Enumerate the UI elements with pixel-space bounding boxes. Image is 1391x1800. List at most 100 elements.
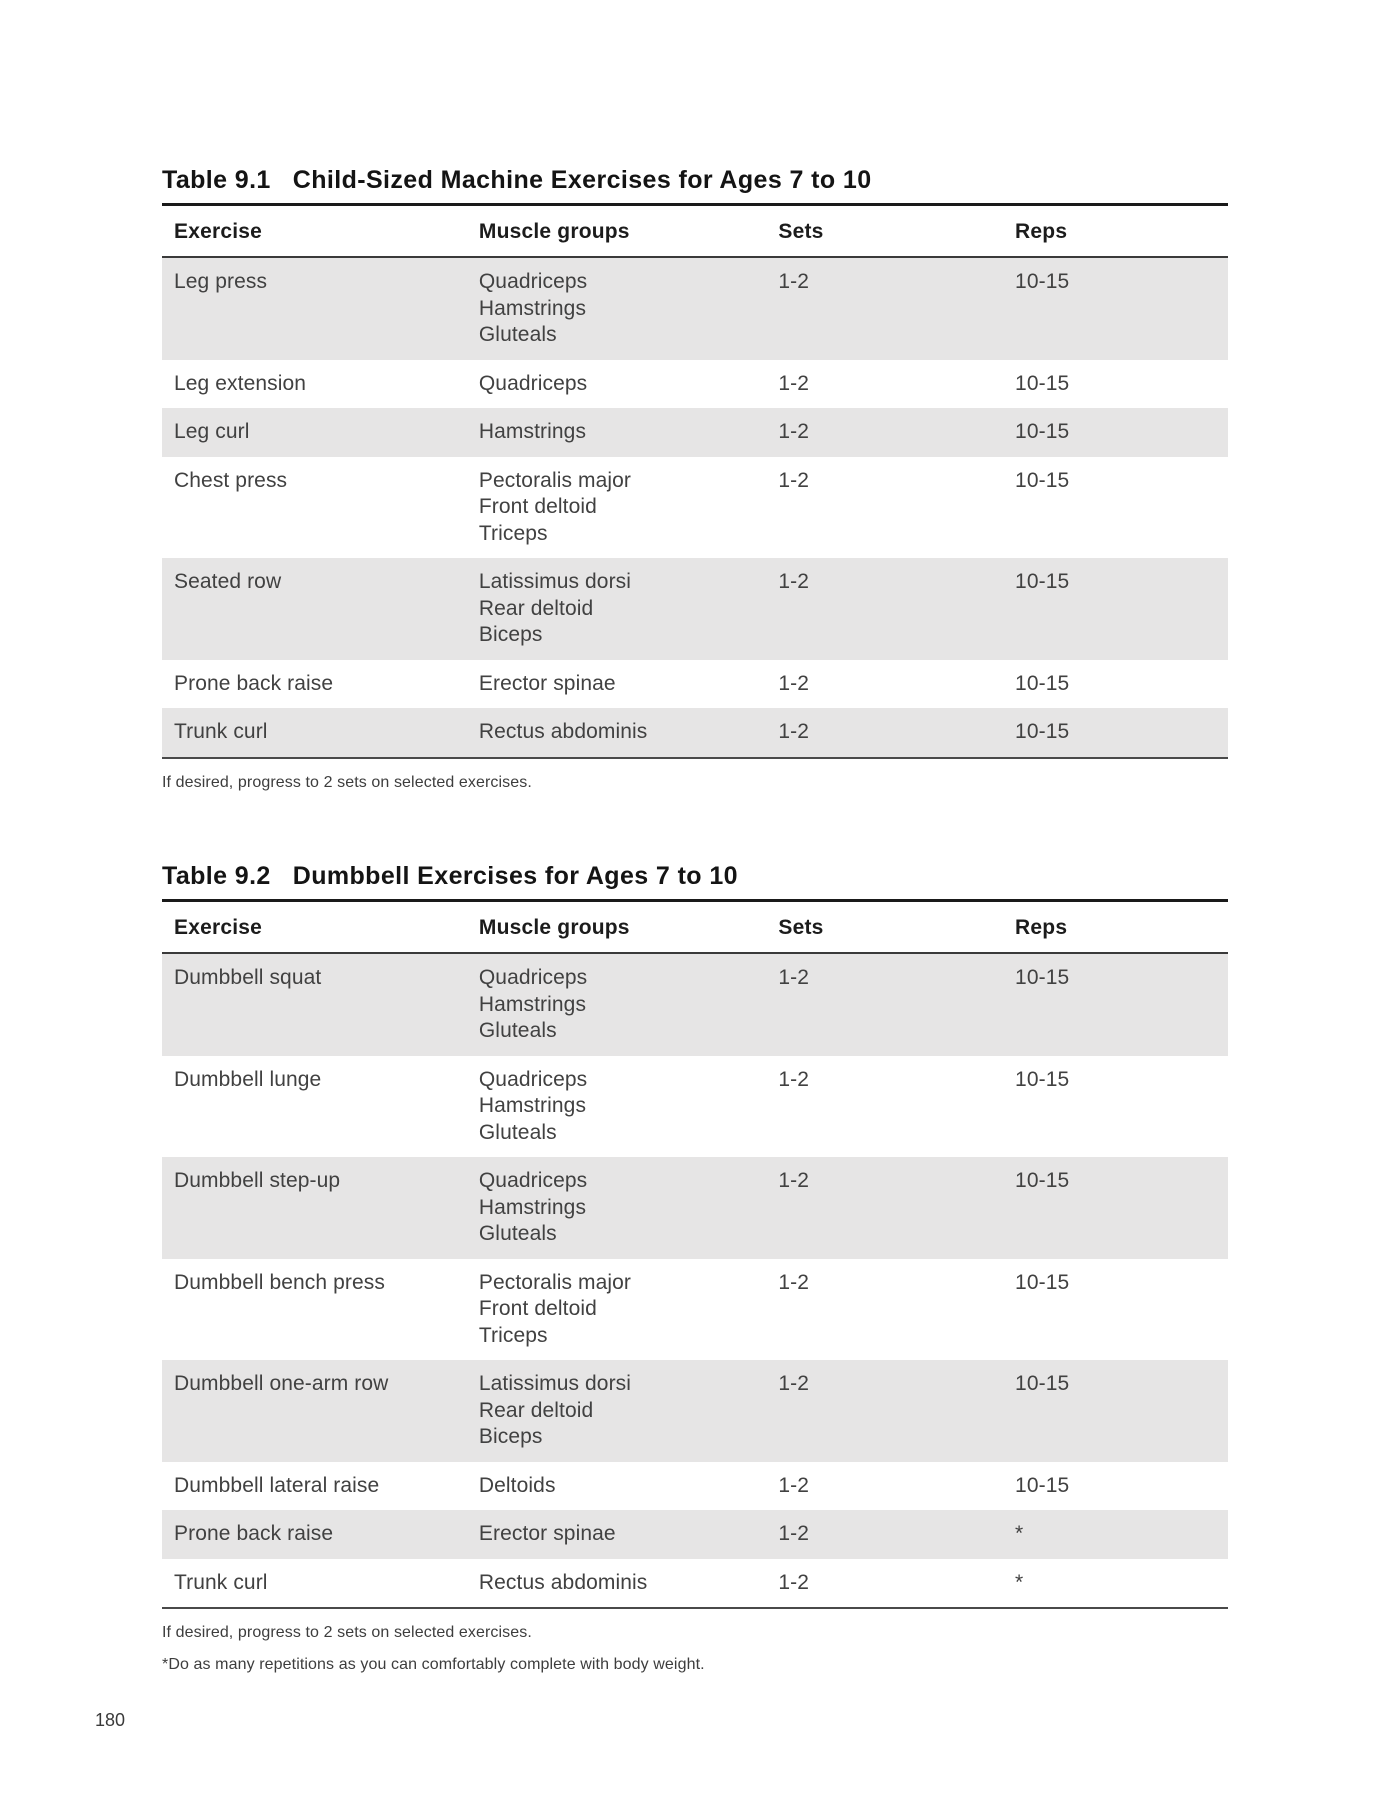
table-header-row: Exercise Muscle groups Sets Reps — [162, 206, 1228, 258]
exercise-cell: Trunk curl — [174, 1570, 268, 1594]
table-9-1-section: Table 9.1 Child-Sized Machine Exercises f… — [162, 166, 1228, 792]
sets-cell: 1-2 — [778, 371, 810, 395]
exercise-cell: Dumbbell bench press — [174, 1270, 385, 1294]
exercise-cell: Dumbbell lunge — [174, 1067, 322, 1091]
reps-cell: 10-15 — [1015, 420, 1070, 443]
sets-cell: 1-2 — [778, 420, 810, 443]
muscle-groups-cell: Pectoralis major Front deltoid Triceps — [478, 1270, 632, 1347]
table-row: Leg extension Quadriceps 1-2 10-15 — [162, 359, 1228, 408]
table-row: Chest press Pectoralis major Front delto… — [162, 456, 1228, 558]
table-title-text: Dumbbell Exercises for Ages 7 to 10 — [292, 862, 738, 890]
exercise-cell: Dumbbell step-up — [174, 1169, 341, 1192]
table-9-1-title: Table 9.1 Child-Sized Machine Exercises f… — [162, 166, 1228, 206]
table-row: Dumbbell one-arm row Latissimus dorsi Re… — [162, 1360, 1228, 1462]
reps-cell: * — [1015, 1522, 1024, 1545]
exercise-cell: Seated row — [174, 570, 282, 593]
column-header-sets: Sets — [766, 902, 1004, 954]
column-header-reps: Reps — [1003, 902, 1228, 954]
column-header-reps: Reps — [1003, 206, 1228, 258]
muscle-groups-cell: Latissimus dorsi Rear deltoid Biceps — [478, 1372, 632, 1448]
exercise-cell: Prone back raise — [174, 1522, 334, 1545]
muscle-groups-cell: Quadriceps Hamstrings Gluteals — [478, 1067, 588, 1144]
muscle-groups-cell: Quadriceps — [478, 371, 588, 395]
reps-cell: 10-15 — [1015, 966, 1070, 989]
sets-cell: 1-2 — [778, 1570, 810, 1594]
sets-cell: 1-2 — [778, 1473, 810, 1497]
table-row: Prone back raise Erector spinae 1-2 * — [162, 1510, 1228, 1559]
table-title-text: Child-Sized Machine Exercises for Ages 7… — [292, 166, 872, 194]
page-number: 180 — [95, 1710, 126, 1730]
exercise-cell: Leg extension — [174, 371, 307, 395]
muscle-groups-cell: Quadriceps Hamstrings Gluteals — [478, 966, 588, 1042]
muscle-groups-cell: Quadriceps Hamstrings Gluteals — [478, 1169, 588, 1245]
table-row: Dumbbell step-up Quadriceps Hamstrings G… — [162, 1157, 1228, 1259]
reps-cell: 10-15 — [1015, 720, 1070, 743]
exercise-cell: Dumbbell one-arm row — [174, 1372, 389, 1395]
table-row: Dumbbell bench press Pectoralis major Fr… — [162, 1258, 1228, 1360]
exercise-cell: Prone back raise — [174, 671, 334, 695]
table-footnote-asterisk: *Do as many repetitions as you can comfo… — [162, 1656, 705, 1673]
table-header-row: Exercise Muscle groups Sets Reps — [162, 902, 1228, 954]
table-row: Seated row Latissimus dorsi Rear deltoid… — [162, 558, 1228, 660]
exercise-cell: Dumbbell lateral raise — [174, 1473, 380, 1497]
table-9-2-title: Table 9.2 Dumbbell Exercises for Ages 7 t… — [162, 862, 1228, 902]
muscle-groups-cell: Erector spinae — [478, 1522, 616, 1545]
sets-cell: 1-2 — [778, 270, 810, 293]
exercise-cell: Chest press — [174, 468, 288, 492]
exercise-cell: Trunk curl — [174, 720, 268, 743]
table-row: Dumbbell lunge Quadriceps Hamstrings Glu… — [162, 1055, 1228, 1157]
table-9-2-section: Table 9.2 Dumbbell Exercises for Ages 7 t… — [162, 862, 1228, 1674]
sets-cell: 1-2 — [778, 1270, 810, 1294]
muscle-groups-cell: Latissimus dorsi Rear deltoid Biceps — [478, 570, 632, 646]
machine-exercises-table: Exercise Muscle groups Sets Reps Leg pre… — [162, 206, 1228, 759]
table-row: Prone back raise Erector spinae 1-2 10-1… — [162, 659, 1228, 708]
sets-cell: 1-2 — [778, 1522, 810, 1545]
sets-cell: 1-2 — [778, 1169, 810, 1192]
muscle-groups-cell: Rectus abdominis — [478, 720, 648, 743]
muscle-groups-cell: Hamstrings — [478, 420, 587, 443]
sets-cell: 1-2 — [778, 966, 810, 989]
column-header-exercise: Exercise — [162, 902, 467, 954]
sets-cell: 1-2 — [778, 570, 810, 593]
table-row: Trunk curl Rectus abdominis 1-2 * — [162, 1558, 1228, 1608]
muscle-groups-cell: Rectus abdominis — [478, 1570, 648, 1594]
reps-cell: 10-15 — [1015, 371, 1070, 395]
reps-cell: 10-15 — [1015, 671, 1070, 695]
table-footnote: If desired, progress to 2 sets on select… — [162, 1624, 532, 1641]
reps-cell: 10-15 — [1015, 570, 1070, 593]
column-header-muscle-groups: Muscle groups — [466, 902, 767, 954]
table-row: Leg press Quadriceps Hamstrings Gluteals… — [162, 257, 1228, 360]
table-label: Table 9.2 — [162, 862, 271, 890]
table-label: Table 9.1 — [162, 166, 271, 194]
reps-cell: * — [1015, 1570, 1024, 1594]
column-header-exercise: Exercise — [162, 206, 467, 258]
reps-cell: 10-15 — [1015, 1372, 1070, 1395]
column-header-muscle-groups: Muscle groups — [466, 206, 767, 258]
reps-cell: 10-15 — [1015, 1473, 1070, 1497]
table-row: Dumbbell squat Quadriceps Hamstrings Glu… — [162, 953, 1228, 1056]
reps-cell: 10-15 — [1015, 468, 1070, 492]
exercise-cell: Leg press — [174, 270, 268, 293]
muscle-groups-cell: Erector spinae — [478, 671, 616, 695]
table-row: Dumbbell lateral raise Deltoids 1-2 10-1… — [162, 1461, 1228, 1510]
muscle-groups-cell: Deltoids — [478, 1473, 556, 1497]
sets-cell: 1-2 — [778, 1372, 810, 1395]
table-row: Trunk curl Rectus abdominis 1-2 10-15 — [162, 708, 1228, 758]
reps-cell: 10-15 — [1015, 1067, 1070, 1091]
sets-cell: 1-2 — [778, 1067, 810, 1091]
table-footnote: If desired, progress to 2 sets on select… — [162, 773, 532, 791]
reps-cell: 10-15 — [1015, 1169, 1070, 1192]
sets-cell: 1-2 — [778, 720, 810, 743]
column-header-sets: Sets — [766, 206, 1004, 258]
table-row: Leg curl Hamstrings 1-2 10-15 — [162, 408, 1228, 457]
reps-cell: 10-15 — [1015, 270, 1070, 293]
reps-cell: 10-15 — [1015, 1270, 1070, 1294]
muscle-groups-cell: Quadriceps Hamstrings Gluteals — [478, 270, 588, 346]
exercise-cell: Leg curl — [174, 420, 250, 443]
sets-cell: 1-2 — [778, 468, 810, 492]
dumbbell-exercises-table: Exercise Muscle groups Sets Reps Dumbbel… — [162, 902, 1228, 1609]
exercise-cell: Dumbbell squat — [174, 966, 322, 989]
sets-cell: 1-2 — [778, 671, 810, 695]
muscle-groups-cell: Pectoralis major Front deltoid Triceps — [478, 468, 632, 545]
